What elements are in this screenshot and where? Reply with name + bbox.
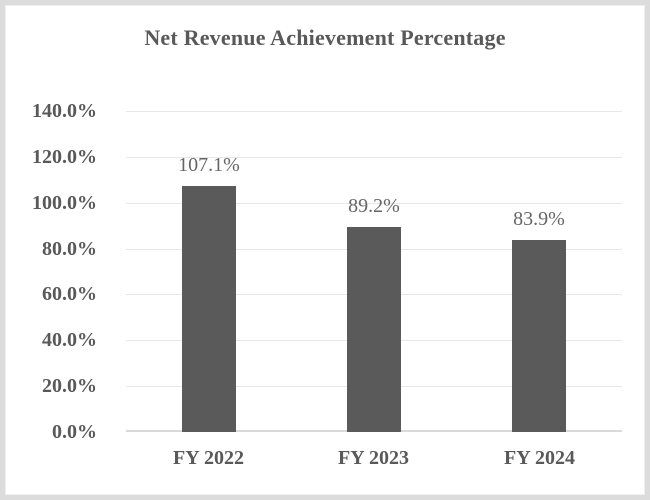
plot-area: 107.1% 89.2% 83.9%: [126, 111, 622, 432]
y-tick-label: 140.0%: [32, 100, 97, 122]
gridline: [126, 111, 622, 112]
y-tick-label: 60.0%: [42, 283, 97, 305]
y-tick-label: 100.0%: [32, 192, 97, 214]
y-tick-label: 120.0%: [32, 146, 97, 168]
y-tick-label: 20.0%: [42, 375, 97, 397]
bar: [182, 186, 236, 432]
bar: [347, 227, 401, 432]
chart-title: Net Revenue Achievement Percentage: [144, 25, 506, 50]
gridline: [126, 157, 622, 158]
y-tick-label: 40.0%: [42, 329, 97, 351]
gridline: [126, 203, 622, 204]
x-category-label: FY 2023: [338, 447, 409, 469]
x-category-label: FY 2024: [504, 447, 575, 469]
bar: [512, 240, 566, 432]
data-label: 83.9%: [513, 208, 565, 230]
data-label: 89.2%: [348, 195, 400, 217]
x-category-label: FY 2022: [173, 447, 244, 469]
x-axis-labels: FY 2022 FY 2023 FY 2024: [126, 446, 622, 476]
y-tick-label: 80.0%: [42, 238, 97, 260]
y-axis-labels: 140.0% 120.0% 100.0% 80.0% 60.0% 40.0% 20.0% 0.…: [0, 0, 97, 500]
y-tick-label: 0.0%: [52, 421, 97, 443]
data-label: 107.1%: [178, 154, 240, 176]
